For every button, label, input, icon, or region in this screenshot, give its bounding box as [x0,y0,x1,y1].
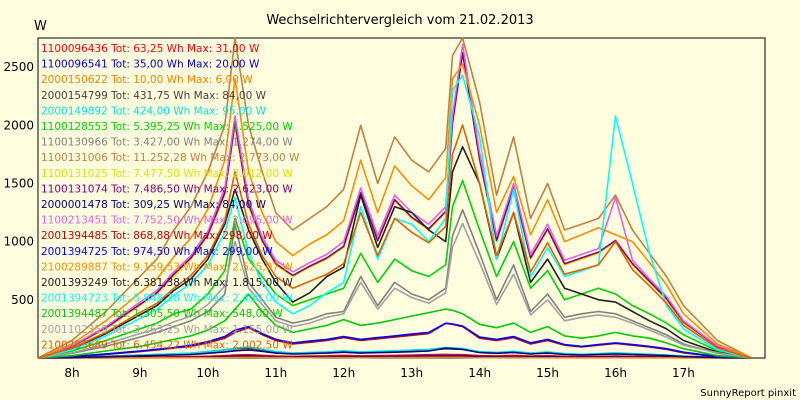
axes [37,37,766,359]
legend-entry-2001394487: 2001394487 Tot: 1.305,50 Wh Max: 548,00 … [41,308,283,320]
series-line-1100131074 [37,51,752,359]
legend-entry-1100130966: 1100130966 Tot: 3.427,00 Wh Max: 1.274,0… [41,137,293,149]
plot-area [37,37,766,359]
series-line-2000150622 [38,356,752,359]
legend-entry-2001102359: 2001102359 Tot: 3.263,25 Wh Max: 1.155,0… [41,324,293,336]
series-line-2100289887 [37,63,752,359]
y-tick-label-2000: 2000 [3,118,34,132]
series-lines [37,37,752,359]
series-line-2001394723 [37,74,752,359]
x-tick-label-13h: 13h [400,366,423,380]
legend: 1100096436 Tot: 63,25 Wh Max: 31,00 W 110… [41,43,300,351]
legend-entry-1100131006: 1100131006 Tot: 11.252,28 Wh Max: 2.773,… [41,152,300,164]
legend-entry-2000001478: 2000001478 Tot: 309,25 Wh Max: 84,00 W [41,199,267,211]
x-tick-label-12h: 12h [332,366,355,380]
legend-entry-2001394725: 2001394725 Tot: 974,50 Wh Max: 299,00 W [41,246,273,258]
legend-entry-1100096436: 1100096436 Tot: 63,25 Wh Max: 31,00 W [41,43,260,55]
y-tick-label-2500: 2500 [3,60,34,74]
series-line-2100285689 [37,124,752,359]
series-line-1100128553 [37,179,752,359]
tick-labels: 500 1000 1500 2000 2500 8h 9h 10h 11h 12h 13h 14h 15… [3,60,694,380]
legend-entry-2000154799: 2000154799 Tot: 431,75 Wh Max: 84,00 W [41,90,267,102]
x-tick-label-17h: 17h [672,366,695,380]
y-axis-label: W [34,19,47,34]
legend-entry-1100128553: 1100128553 Tot: 5.395,25 Wh Max: 1.525,0… [41,121,293,133]
x-tick-label-16h: 16h [604,366,627,380]
series-line-2001393249 [37,146,752,359]
series-line-2000001478 [37,347,752,359]
legend-entry-2000149892: 2000149892 Tot: 424,00 Wh Max: 95,00 W [41,105,267,117]
x-tick-label-10h: 10h [196,366,219,380]
legend-entry-2001393249: 2001393249 Tot: 6.381,38 Wh Max: 1.815,0… [41,277,293,289]
series-line-1100131006 [37,37,752,359]
legend-entry-1100131074: 1100131074 Tot: 7.486,50 Wh Max: 2.623,0… [41,183,293,195]
series-line-2000149892 [37,346,752,359]
chart-title: Wechselrichtervergleich vom 21.02.2013 [266,13,533,28]
series-line-2001394725 [37,322,752,359]
legend-entry-2000150622: 2000150622 Tot: 10,00 Wh Max: 6,00 W [41,74,253,86]
series-line-1100130966 [37,209,752,359]
x-tick-label-8h: 8h [64,366,79,380]
x-tick-label-11h: 11h [264,366,287,380]
legend-entry-1100096541: 1100096541 Tot: 35,00 Wh Max: 20,00 W [41,59,260,71]
footer-credit: SunnyReport pinxit [700,388,796,399]
legend-entry-2100289887: 2100289887 Tot: 9.159,53 Wh Max: 2.525,0… [41,261,293,273]
y-tick-label-1500: 1500 [3,176,34,190]
x-tick-label-14h: 14h [468,366,491,380]
x-tick-label-9h: 9h [132,366,147,380]
x-tick-label-15h: 15h [536,366,559,380]
y-tick-label-1000: 1000 [3,235,34,249]
series-line-2001394487 [37,293,752,359]
series-line-2001102359 [37,222,752,359]
y-tick-label-500: 500 [11,293,34,307]
legend-entry-2100285689: 2100285689 Tot: 6.454,22 Wh Max: 2.002,5… [41,339,293,351]
legend-entry-2001394723: 2001394723 Tot: 5.848,38 Wh Max: 2.430,0… [41,293,293,305]
legend-entry-2001394485: 2001394485 Tot: 868,88 Wh Max: 298,00 W [41,230,273,242]
legend-entry-1100131025: 1100131025 Tot: 7.477,50 Wh Max: 2.612,0… [41,168,293,180]
series-line-1100213451 [37,43,752,359]
legend-entry-1100213451: 1100213451 Tot: 7.752,50 Wh Max: 2.695,0… [41,215,293,227]
